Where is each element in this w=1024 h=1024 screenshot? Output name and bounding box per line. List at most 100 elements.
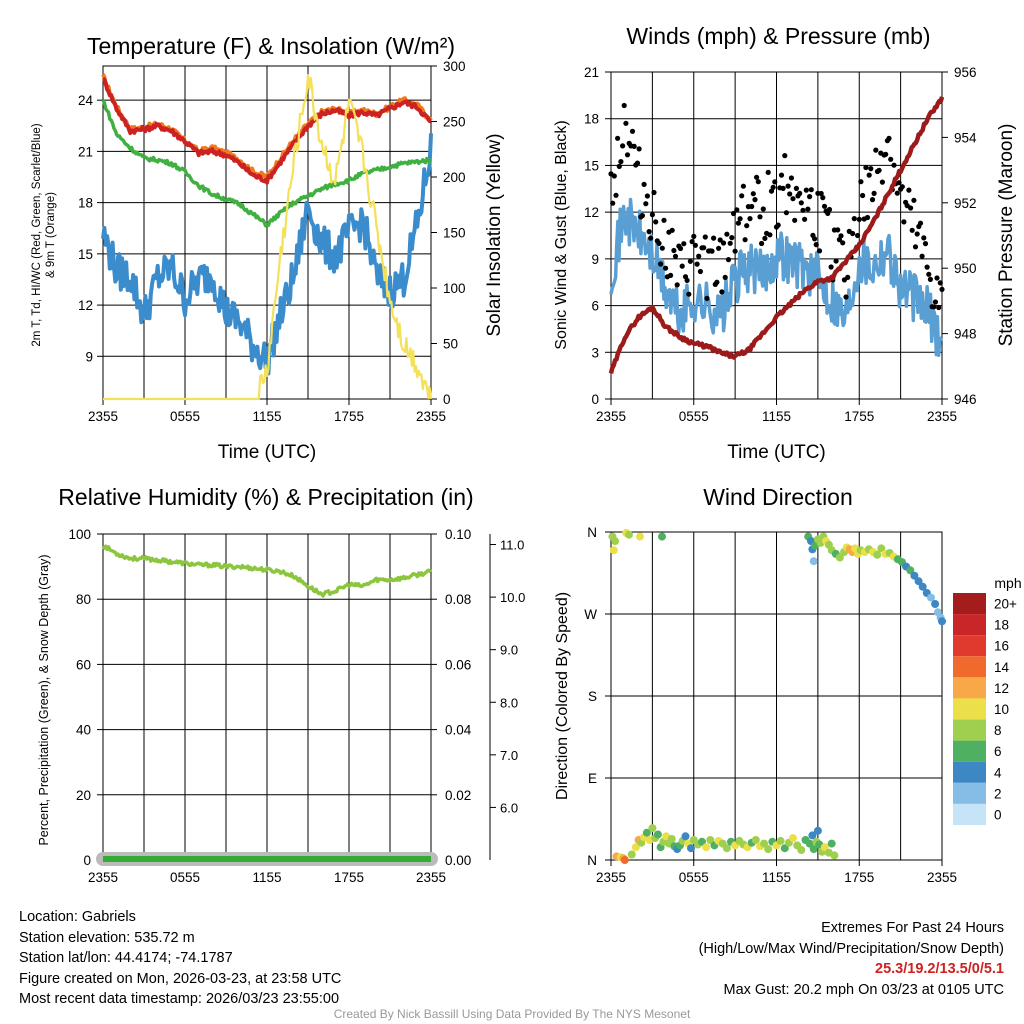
wind-gust-point — [750, 191, 756, 197]
dir-ytick-label: N — [587, 853, 597, 868]
temp-xtick-label: 1755 — [334, 409, 364, 424]
wind-gust-point — [785, 183, 791, 189]
wind-gust-point — [663, 265, 669, 271]
colorbar-swatch — [953, 614, 986, 636]
wind-gust-point — [643, 201, 649, 207]
temp-y2tick-label: 0 — [443, 392, 451, 407]
wind-gust-point — [883, 151, 889, 157]
rh-xtick-label: 2355 — [416, 870, 446, 885]
wind-gust-point — [620, 143, 626, 149]
wind-gust-point — [840, 240, 846, 246]
wind-gust-point — [641, 181, 647, 187]
dir-point — [631, 843, 640, 852]
wind-ytick-label: 0 — [591, 392, 599, 407]
wind-gust-point — [681, 241, 687, 247]
colorbar-swatch — [953, 719, 986, 741]
wind-gust-point — [921, 235, 927, 241]
dir-point — [835, 553, 844, 562]
dir-point — [627, 850, 636, 859]
wind-gust-point — [636, 146, 642, 152]
colorbar-swatch — [953, 740, 986, 762]
rh-xtick-label: 1755 — [334, 870, 364, 885]
colorbar-swatch — [953, 677, 986, 699]
dir-point — [642, 828, 651, 837]
rh-xtick-label: 0555 — [170, 870, 200, 885]
rh-y3tick-label: 11.0 — [500, 538, 524, 553]
wind-gust-point — [646, 229, 652, 235]
temp-ytick-label: 12 — [78, 298, 93, 313]
wind-ytick-label: 12 — [584, 205, 599, 220]
wind-gust-point — [821, 203, 828, 209]
temp-ylabel: 2m T, Td, HI/WC (Red, Green, Scarlet/Blu… — [31, 123, 43, 346]
rh-ytick-label: 20 — [76, 788, 91, 803]
wind-gust-point — [931, 304, 937, 310]
rh-ytick-label: 100 — [68, 527, 91, 542]
dir-point — [698, 837, 706, 846]
rh-y2tick-label: 0.10 — [445, 527, 471, 542]
wind-gust-point — [792, 217, 798, 223]
temp-title: Temperature (F) & Insolation (W/m²) — [87, 33, 455, 59]
dir-point — [620, 856, 629, 864]
wind-gust-point — [894, 190, 900, 196]
dir-point — [636, 532, 644, 541]
wind-gust-point — [744, 223, 750, 229]
temp-series-2m-t — [102, 77, 432, 185]
temp-ytick-label: 18 — [78, 196, 93, 211]
dir-point — [667, 835, 676, 843]
wind-ytick-label: 21 — [584, 65, 599, 80]
wind-gust-point — [833, 258, 839, 264]
wind-gust-point — [724, 231, 730, 237]
dir-point — [609, 546, 618, 555]
colorbar-swatch — [953, 656, 986, 678]
rh-y3tick-label: 6.0 — [500, 800, 518, 815]
wind-gust-point — [702, 234, 708, 240]
wind-gust-point — [648, 235, 654, 241]
wind-gust-point — [797, 190, 803, 196]
colorbar-tick-label: 16 — [994, 639, 1009, 654]
wind-gust-point — [908, 205, 914, 211]
wind-gust-point — [845, 274, 851, 280]
wind-gust-point — [820, 195, 826, 201]
wind-gust-point — [780, 185, 786, 191]
wind-gust-point — [860, 192, 866, 199]
temp-xtick-label: 2355 — [416, 409, 446, 424]
wind-gust-point — [615, 135, 621, 141]
temp-y2tick-label: 50 — [443, 337, 458, 352]
extremes-info: Extremes For Past 24 Hours (High/Low/Max… — [699, 918, 1004, 1000]
rh-xtick-label: 2355 — [88, 870, 118, 885]
wind-gust-point — [691, 233, 697, 239]
colorbar-tick-label: 0 — [994, 807, 1002, 822]
dir-point — [760, 839, 769, 848]
dir-point — [624, 530, 633, 539]
wind-gust-point — [611, 173, 617, 179]
wind-gust-point — [661, 217, 667, 223]
dir-ytick-label: N — [587, 525, 597, 540]
wind-gust-point — [689, 239, 695, 245]
wind-gust-point — [653, 219, 659, 225]
wind-gust-point — [782, 153, 788, 159]
wind-gust-point — [927, 276, 934, 282]
wind-gust-point — [926, 271, 932, 277]
location-text: Location: Gabriels — [19, 909, 136, 925]
wind-y2tick-label: 954 — [954, 130, 977, 145]
dir-ylabel: Direction (Colored By Speed) — [554, 592, 571, 800]
wind-gust-point — [772, 179, 778, 185]
temp-y2tick-label: 300 — [443, 59, 466, 74]
rh-series-humidity — [101, 544, 433, 598]
dir-point — [809, 845, 818, 854]
wind-gust-point — [668, 272, 674, 278]
wind-gust-point — [922, 241, 929, 247]
wind-gust-point — [891, 162, 897, 168]
wind-gust-point — [869, 197, 876, 203]
dir-point — [789, 834, 797, 843]
wind-gust-point — [686, 291, 692, 297]
wind-ytick-label: 15 — [584, 158, 599, 173]
wind-gust-point — [939, 286, 945, 292]
wind-xtick-label: 2355 — [927, 409, 957, 424]
wind-y2label: Station Pressure (Maroon) — [996, 124, 1017, 347]
wind-xtick-label: 1755 — [844, 409, 874, 424]
wind-gust-point — [798, 200, 804, 206]
wind-gust-point — [760, 206, 766, 212]
wind-y2tick-label: 948 — [954, 327, 977, 342]
dir-point — [827, 839, 836, 848]
